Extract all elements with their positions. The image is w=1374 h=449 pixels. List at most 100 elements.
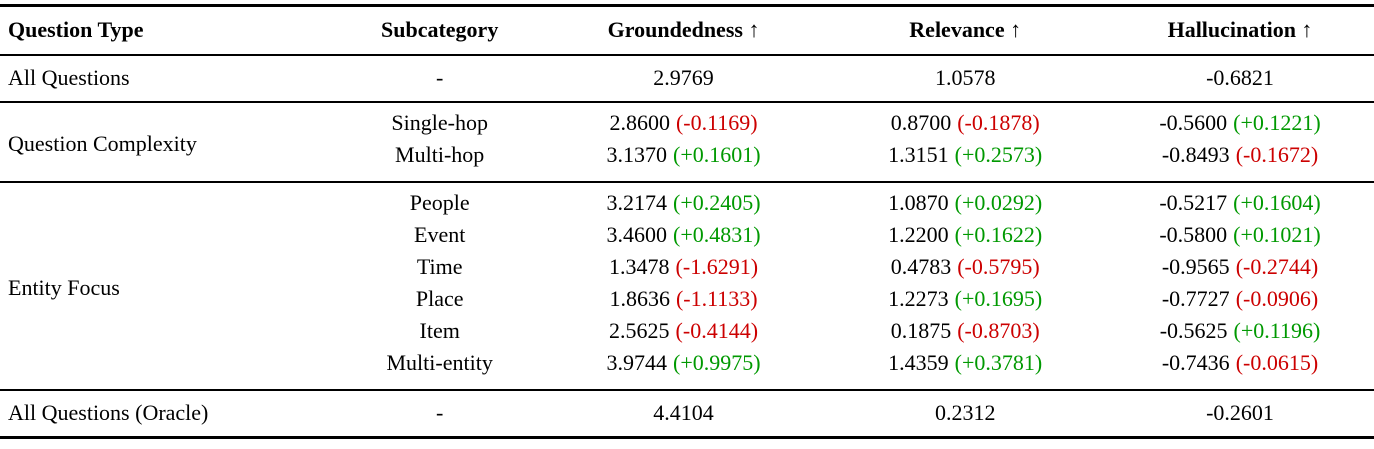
results-table: Question Type Subcategory Groundedness ↑…: [0, 4, 1374, 439]
table-row-place: Place 1.8636 (-1.1133) 1.2273 (+0.1695) -0…: [0, 283, 1374, 315]
column-header-groundedness: Groundedness ↑: [607, 17, 760, 42]
metric-value: 2.8600: [609, 110, 670, 135]
metric-delta: (+0.2405): [673, 190, 761, 215]
metric-value: -0.8493: [1161, 142, 1230, 167]
metric-delta: (+0.1695): [954, 286, 1043, 311]
relevance-cell: 0.4783 (-0.5795): [824, 251, 1106, 283]
metric-value: 1.2273: [888, 286, 949, 311]
table-row-single-hop: Question Complexity Single-hop 2.8600 (-0…: [0, 102, 1374, 156]
metric-delta: (-0.0615): [1235, 350, 1319, 375]
metric-value: 0.2312: [934, 400, 996, 425]
metric-value: -0.5800: [1159, 222, 1228, 247]
metric-value: 1.4359: [888, 350, 949, 375]
relevance-cell: 0.1875 (-0.8703): [824, 315, 1106, 347]
metric-delta: (-0.5795): [957, 254, 1040, 279]
groundedness-cell: 1.8636 (-1.1133): [543, 283, 825, 315]
metric-delta: (+0.3781): [954, 350, 1043, 375]
metric-delta: (+0.1622): [954, 222, 1043, 247]
table-row-multi-hop: Multi-hop 3.1370 (+0.1601) 1.3151 (+0.2573…: [0, 139, 1374, 182]
metric-delta: (+0.2573): [954, 142, 1043, 167]
metric-delta: (-0.1878): [957, 110, 1040, 135]
question-type-label: Question Complexity: [8, 131, 197, 156]
hallucination-cell: -0.5800 (+0.1021): [1106, 219, 1374, 251]
metric-delta: (-1.6291): [675, 254, 759, 279]
groundedness-cell: 3.2174 (+0.2405): [543, 182, 825, 219]
metric-delta: (+0.1021): [1233, 222, 1321, 247]
metric-value: 4.4104: [653, 400, 714, 425]
metric-value: 1.0870: [888, 190, 949, 215]
column-header-subcategory: Subcategory: [381, 17, 499, 42]
metric-delta: (+0.0292): [954, 190, 1043, 215]
metric-value: 2.5625: [609, 318, 670, 343]
subcategory-cell: Single-hop: [391, 110, 488, 135]
column-header-question-type: Question Type: [8, 17, 144, 42]
metric-delta: (+0.1601): [673, 142, 761, 167]
metric-value: 1.2200: [888, 222, 949, 247]
relevance-cell: 1.2200 (+0.1622): [824, 219, 1106, 251]
metric-delta: (+0.1196): [1233, 318, 1321, 343]
metric-delta: (-1.1133): [675, 286, 758, 311]
hallucination-cell: -0.5217 (+0.1604): [1106, 182, 1374, 219]
metric-value: 1.8636: [609, 286, 670, 311]
table-row-all-questions-oracle: All Questions (Oracle) - 4.4104 0.2312 -…: [0, 390, 1374, 438]
table-row-multi-entity: Multi-entity 3.9744 (+0.9975) 1.4359 (+0.3…: [0, 347, 1374, 390]
metric-value: 0.1875: [890, 318, 952, 343]
groundedness-cell: 3.9744 (+0.9975): [543, 347, 825, 390]
table-row-people: Entity Focus People 3.2174 (+0.2405) 1.08…: [0, 182, 1374, 300]
metric-value: -0.7436: [1161, 350, 1230, 375]
relevance-cell: 0.8700 (-0.1878): [824, 102, 1106, 139]
column-header-relevance: Relevance ↑: [909, 17, 1022, 42]
metric-delta: (-0.1672): [1235, 142, 1319, 167]
metric-value: -0.5217: [1159, 190, 1228, 215]
hallucination-cell: -0.7436 (-0.0615): [1106, 347, 1374, 390]
hallucination-cell: -0.6821: [1106, 55, 1374, 102]
metric-value: 3.2174: [606, 190, 668, 215]
metric-value: 0.8700: [890, 110, 952, 135]
hallucination-cell: -0.7727 (-0.0906): [1106, 283, 1374, 315]
hallucination-cell: -0.8493 (-0.1672): [1106, 139, 1374, 182]
metric-delta: (-0.8703): [957, 318, 1040, 343]
table-row-item: Item 2.5625 (-0.4144) 0.1875 (-0.8703) -0.…: [0, 315, 1374, 347]
metric-value: -0.5625: [1159, 318, 1228, 343]
metric-value: 3.4600: [606, 222, 668, 247]
metric-delta: (+0.1221): [1233, 110, 1321, 135]
metric-value: 0.4783: [890, 254, 952, 279]
groundedness-cell: 4.4104: [543, 390, 825, 438]
metric-value: -0.7727: [1161, 286, 1230, 311]
hallucination-cell: -0.5600 (+0.1221): [1106, 102, 1374, 139]
metric-delta: (-0.4144): [675, 318, 759, 343]
groundedness-cell: 2.9769: [543, 55, 825, 102]
metric-value: 3.9744: [606, 350, 668, 375]
hallucination-cell: -0.5625 (+0.1196): [1106, 315, 1374, 347]
subcategory-cell: Multi-entity: [386, 350, 493, 375]
question-type-label: All Questions: [8, 65, 130, 90]
groundedness-cell: 2.8600 (-0.1169): [543, 102, 825, 139]
subcategory-cell: Time: [416, 254, 463, 279]
groundedness-cell: 3.4600 (+0.4831): [543, 219, 825, 251]
subcategory-cell: Multi-hop: [395, 142, 485, 167]
question-type-label: All Questions (Oracle): [8, 400, 209, 425]
groundedness-cell: 3.1370 (+0.1601): [543, 139, 825, 182]
metric-value: -0.2601: [1206, 400, 1274, 425]
groundedness-cell: 2.5625 (-0.4144): [543, 315, 825, 347]
metric-delta: (+0.4831): [673, 222, 761, 247]
subcategory-cell: -: [436, 65, 444, 90]
table-row-all-questions: All Questions - 2.9769 1.0578 -0.6821: [0, 55, 1374, 102]
metric-value: -0.5600: [1159, 110, 1228, 135]
subcategory-cell: Item: [419, 318, 460, 343]
subcategory-cell: People: [409, 190, 470, 215]
hallucination-cell: -0.9565 (-0.2744): [1106, 251, 1374, 283]
metric-delta: (-0.2744): [1235, 254, 1319, 279]
metric-value: 2.9769: [653, 65, 714, 90]
subcategory-cell: Event: [414, 222, 466, 247]
metric-value: 3.1370: [606, 142, 668, 167]
metric-delta: (+0.9975): [673, 350, 761, 375]
question-type-label: Entity Focus: [8, 275, 120, 300]
subcategory-cell: -: [436, 400, 444, 425]
table-row-event: Event 3.4600 (+0.4831) 1.2200 (+0.1622) -0…: [0, 219, 1374, 251]
header-row: Question Type Subcategory Groundedness ↑…: [0, 6, 1374, 55]
subcategory-cell: Place: [415, 286, 464, 311]
relevance-cell: 1.0578: [824, 55, 1106, 102]
column-header-hallucination: Hallucination ↑: [1167, 17, 1313, 42]
relevance-cell: 1.0870 (+0.0292): [824, 182, 1106, 219]
